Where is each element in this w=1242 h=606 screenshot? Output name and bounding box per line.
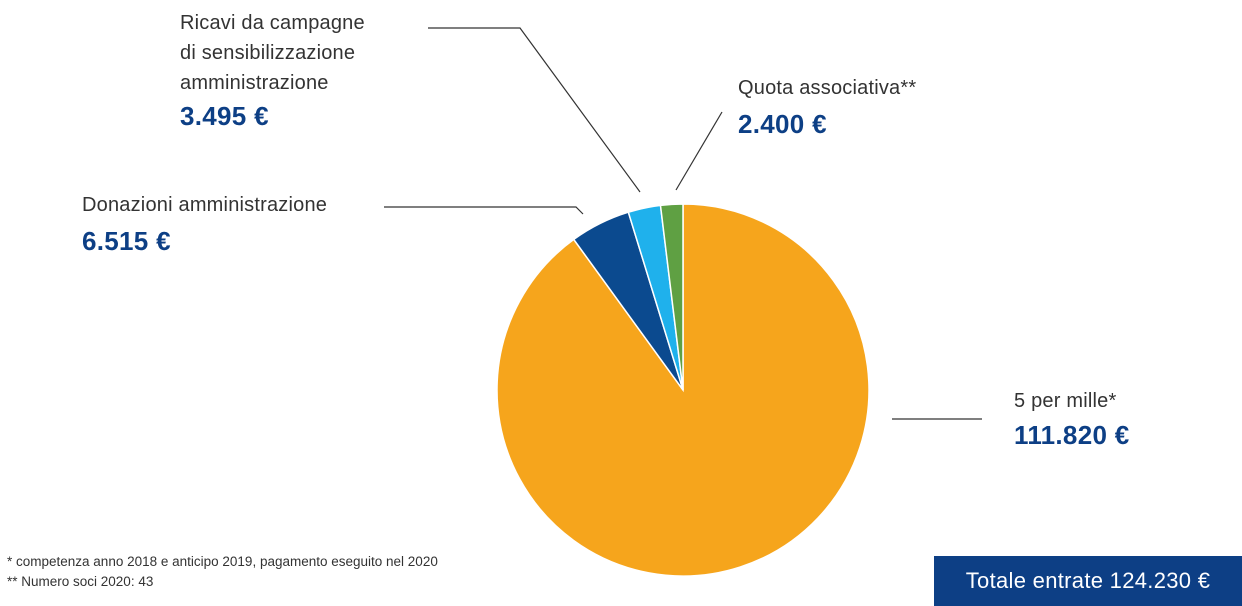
leader-line-quota [675, 111, 723, 191]
leader-lines [384, 27, 982, 420]
leader-line-donazioni [384, 206, 584, 215]
pie-slice-3 [659, 203, 684, 391]
footnote-2: ** Numero soci 2020: 43 [7, 574, 154, 589]
value-mille: 111.820 € [1014, 420, 1130, 450]
label-donazioni: Donazioni amministrazione [82, 194, 328, 216]
pie-slices [496, 203, 870, 577]
label-ricavi-line1: Ricavi da campagne [180, 12, 365, 34]
total-badge: Totale entrate 124.230 € [934, 556, 1242, 606]
footnote-1: * competenza anno 2018 e anticipo 2019, … [7, 554, 438, 569]
label-ricavi-line2: di sensibilizzazione [180, 42, 356, 64]
label-quota: Quota associativa** [738, 77, 917, 99]
leader-line-ricavi [428, 27, 641, 193]
value-ricavi: 3.495 € [180, 101, 269, 131]
label-mille: 5 per mille* [1014, 390, 1117, 412]
value-donazioni: 6.515 € [82, 226, 171, 256]
value-quota: 2.400 € [738, 109, 827, 139]
label-ricavi-line3: amministrazione [180, 72, 329, 94]
